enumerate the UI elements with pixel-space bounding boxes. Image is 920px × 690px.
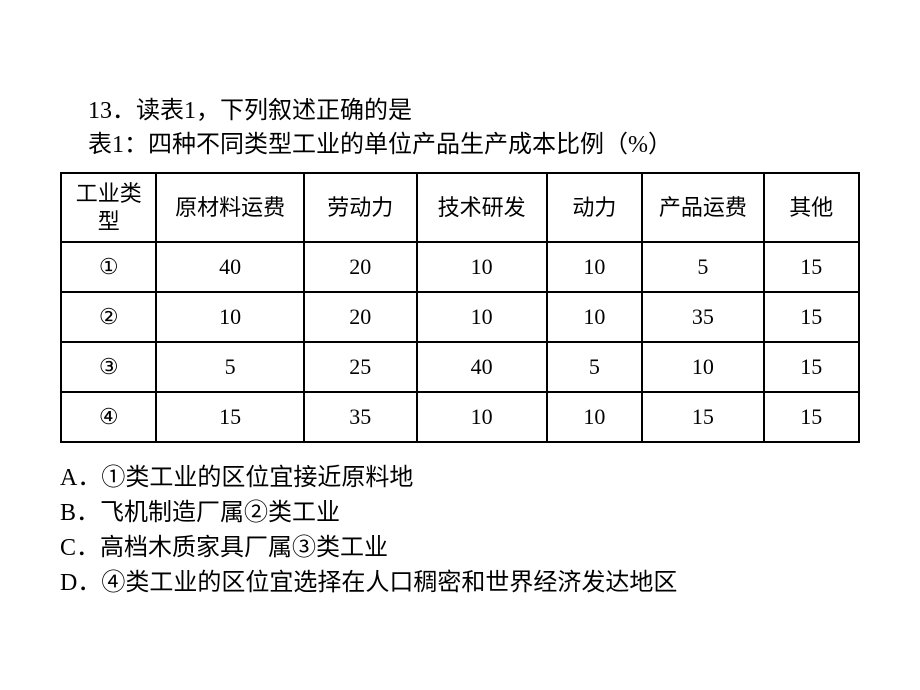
cell: 25 (304, 342, 417, 392)
option-c: C．高档木质家具厂属③类工业 (60, 531, 860, 566)
cell: 5 (642, 242, 763, 292)
col-header-power: 动力 (547, 173, 642, 242)
table-row: ③ 5 25 40 5 10 15 (61, 342, 859, 392)
cell: ③ (61, 342, 156, 392)
cell: 15 (764, 392, 859, 442)
table-row: ② 10 20 10 10 35 15 (61, 292, 859, 342)
table-caption: 表1：四种不同类型工业的单位产品生产成本比例（%） (88, 129, 860, 163)
cell: 15 (156, 392, 303, 442)
question-text: 13．读表1，下列叙述正确的是 (88, 95, 860, 129)
table-row: ④ 15 35 10 10 15 15 (61, 392, 859, 442)
col-header-labor: 劳动力 (304, 173, 417, 242)
col-header-type: 工业类型 (61, 173, 156, 242)
cell: 15 (764, 242, 859, 292)
cell: 10 (417, 242, 547, 292)
table-row: ① 40 20 10 10 5 15 (61, 242, 859, 292)
cell: 35 (642, 292, 763, 342)
cell: 10 (547, 392, 642, 442)
col-header-other: 其他 (764, 173, 859, 242)
cell: 40 (417, 342, 547, 392)
cell: ④ (61, 392, 156, 442)
cell: 20 (304, 242, 417, 292)
col-header-trans: 产品运费 (642, 173, 763, 242)
cell: 10 (642, 342, 763, 392)
cell: 10 (417, 392, 547, 442)
option-a: A．①类工业的区位宜接近原料地 (60, 461, 860, 496)
option-d: D．④类工业的区位宜选择在人口稠密和世界经济发达地区 (60, 566, 860, 601)
cell: 10 (547, 242, 642, 292)
answer-options: A．①类工业的区位宜接近原料地 B．飞机制造厂属②类工业 C．高档木质家具厂属③… (60, 461, 860, 600)
slide-content: 13．读表1，下列叙述正确的是 表1：四种不同类型工业的单位产品生产成本比例（%… (0, 0, 920, 600)
table-header-row: 工业类型 原材料运费 劳动力 技术研发 动力 产品运费 其他 (61, 173, 859, 242)
cell: 10 (156, 292, 303, 342)
col-header-tech: 技术研发 (417, 173, 547, 242)
cell: 20 (304, 292, 417, 342)
col-header-raw: 原材料运费 (156, 173, 303, 242)
cell: ① (61, 242, 156, 292)
cell: 15 (642, 392, 763, 442)
cell: 10 (417, 292, 547, 342)
cell: 40 (156, 242, 303, 292)
cell: 5 (156, 342, 303, 392)
cell: 15 (764, 292, 859, 342)
cell: 10 (547, 292, 642, 342)
cell: 35 (304, 392, 417, 442)
cell: 15 (764, 342, 859, 392)
cell: 5 (547, 342, 642, 392)
data-table: 工业类型 原材料运费 劳动力 技术研发 动力 产品运费 其他 ① 40 20 1… (60, 172, 860, 443)
option-b: B．飞机制造厂属②类工业 (60, 496, 860, 531)
cell: ② (61, 292, 156, 342)
